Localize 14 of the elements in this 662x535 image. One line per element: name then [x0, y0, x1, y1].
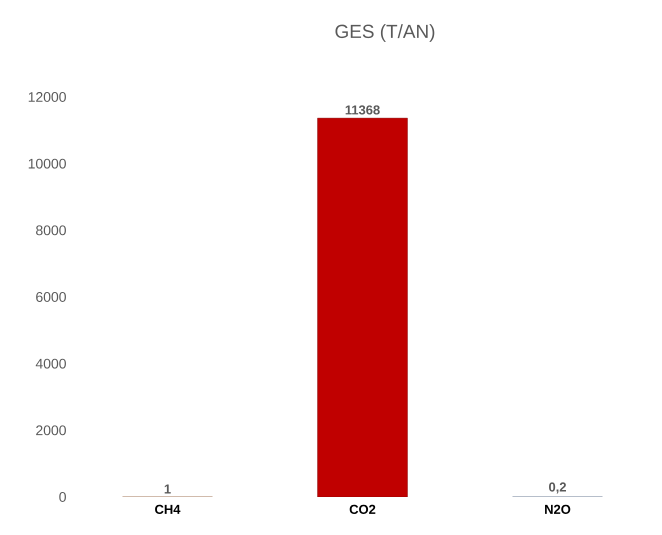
x-tick-label: CH4 [155, 504, 180, 514]
y-tick-label: 6000 [36, 292, 66, 302]
y-tick-label: 8000 [36, 225, 66, 236]
y-tick-label: 0 [59, 492, 66, 502]
chart-title: GES (T/AN) [335, 24, 434, 42]
x-tick-label: CO2 [350, 504, 376, 514]
data-label: 1 [164, 484, 171, 494]
y-tick-label: 4000 [36, 358, 66, 369]
y-tick-label: 12000 [28, 92, 66, 102]
y-tick-label: 2000 [36, 425, 66, 436]
y-tick-label: 10000 [28, 158, 66, 169]
x-tick-label: N2O [545, 504, 570, 514]
data-label: 11368 [346, 105, 380, 115]
data-label: 0,2 [549, 482, 566, 494]
